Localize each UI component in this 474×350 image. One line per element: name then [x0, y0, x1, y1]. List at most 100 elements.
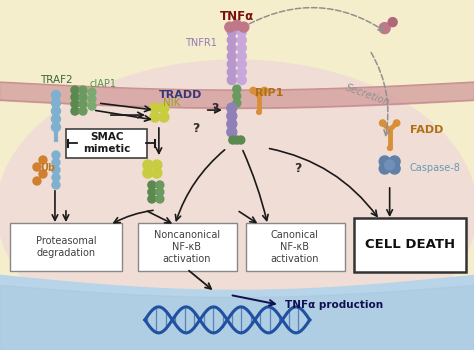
Text: CELL DEATH: CELL DEATH: [365, 238, 455, 251]
Text: ?: ?: [211, 102, 219, 114]
Circle shape: [233, 136, 241, 144]
Circle shape: [156, 181, 164, 189]
Text: ?: ?: [294, 161, 301, 175]
Circle shape: [387, 146, 392, 150]
Circle shape: [237, 136, 245, 144]
Circle shape: [233, 85, 241, 93]
FancyBboxPatch shape: [66, 128, 147, 158]
Circle shape: [228, 36, 237, 44]
Circle shape: [71, 100, 79, 108]
Circle shape: [380, 120, 386, 126]
Circle shape: [88, 88, 96, 96]
Circle shape: [227, 111, 237, 121]
Circle shape: [233, 92, 241, 100]
Circle shape: [237, 51, 246, 61]
Text: TNFα: TNFα: [219, 10, 254, 23]
Circle shape: [379, 23, 390, 34]
Circle shape: [79, 100, 87, 108]
Text: Ub: Ub: [40, 163, 55, 173]
Circle shape: [237, 44, 246, 52]
Circle shape: [237, 76, 246, 85]
Circle shape: [228, 51, 237, 61]
Circle shape: [237, 28, 246, 37]
Circle shape: [52, 181, 60, 189]
Text: Proteasomal
degradation: Proteasomal degradation: [36, 236, 96, 258]
Circle shape: [385, 160, 395, 170]
Text: TNFR1: TNFR1: [185, 38, 217, 48]
Text: ?: ?: [192, 121, 200, 134]
Circle shape: [228, 28, 237, 37]
Circle shape: [237, 68, 246, 77]
Circle shape: [232, 20, 242, 30]
Circle shape: [52, 114, 61, 124]
Circle shape: [228, 60, 237, 69]
Circle shape: [52, 166, 60, 174]
Circle shape: [79, 107, 87, 115]
Circle shape: [152, 168, 162, 178]
Circle shape: [237, 36, 246, 44]
Circle shape: [227, 103, 237, 113]
Circle shape: [88, 102, 96, 110]
Circle shape: [152, 160, 162, 170]
FancyBboxPatch shape: [246, 223, 345, 271]
Circle shape: [156, 195, 164, 203]
Circle shape: [39, 170, 47, 178]
Text: cIAP1: cIAP1: [90, 79, 117, 89]
Circle shape: [148, 195, 156, 203]
Circle shape: [148, 188, 156, 196]
Circle shape: [228, 68, 237, 77]
Circle shape: [33, 163, 41, 171]
Text: FADD: FADD: [410, 125, 443, 135]
Circle shape: [159, 103, 169, 113]
Circle shape: [150, 112, 160, 122]
Circle shape: [393, 120, 400, 126]
Circle shape: [52, 106, 61, 116]
Circle shape: [227, 119, 237, 129]
Circle shape: [388, 18, 397, 27]
Circle shape: [71, 86, 79, 94]
Text: SMAC
mimetic: SMAC mimetic: [83, 132, 131, 154]
Circle shape: [239, 22, 249, 32]
Circle shape: [228, 76, 237, 85]
Circle shape: [52, 91, 61, 99]
Circle shape: [379, 163, 390, 174]
Circle shape: [233, 99, 241, 107]
Circle shape: [71, 93, 79, 101]
Circle shape: [143, 168, 153, 178]
Circle shape: [143, 160, 153, 170]
FancyBboxPatch shape: [138, 223, 237, 271]
Circle shape: [33, 177, 41, 185]
Circle shape: [379, 156, 390, 167]
Text: Canonical
NF-κB
activation: Canonical NF-κB activation: [271, 230, 319, 264]
Text: Noncanonical
NF-κB
activation: Noncanonical NF-κB activation: [154, 230, 220, 264]
Circle shape: [52, 151, 60, 159]
Text: Caspase-8: Caspase-8: [410, 163, 461, 173]
Circle shape: [52, 99, 61, 107]
Text: TNFα production: TNFα production: [285, 300, 383, 310]
Text: Secretion: Secretion: [345, 83, 392, 108]
Circle shape: [52, 159, 60, 167]
Circle shape: [79, 86, 87, 94]
FancyBboxPatch shape: [10, 223, 122, 271]
Circle shape: [150, 103, 160, 113]
Circle shape: [39, 156, 47, 164]
Circle shape: [156, 188, 164, 196]
Circle shape: [88, 95, 96, 103]
Bar: [0, 0, 474, 55]
Circle shape: [250, 88, 256, 93]
Circle shape: [52, 174, 60, 182]
Circle shape: [389, 156, 400, 167]
Ellipse shape: [0, 60, 474, 350]
Circle shape: [159, 112, 169, 122]
Circle shape: [389, 163, 400, 174]
Circle shape: [227, 127, 237, 137]
Text: RIP1: RIP1: [255, 88, 283, 98]
Circle shape: [71, 107, 79, 115]
Circle shape: [237, 60, 246, 69]
Text: TRAF2: TRAF2: [40, 75, 73, 85]
Circle shape: [229, 136, 237, 144]
Circle shape: [148, 181, 156, 189]
Circle shape: [228, 44, 237, 52]
Circle shape: [79, 93, 87, 101]
Circle shape: [225, 22, 235, 32]
